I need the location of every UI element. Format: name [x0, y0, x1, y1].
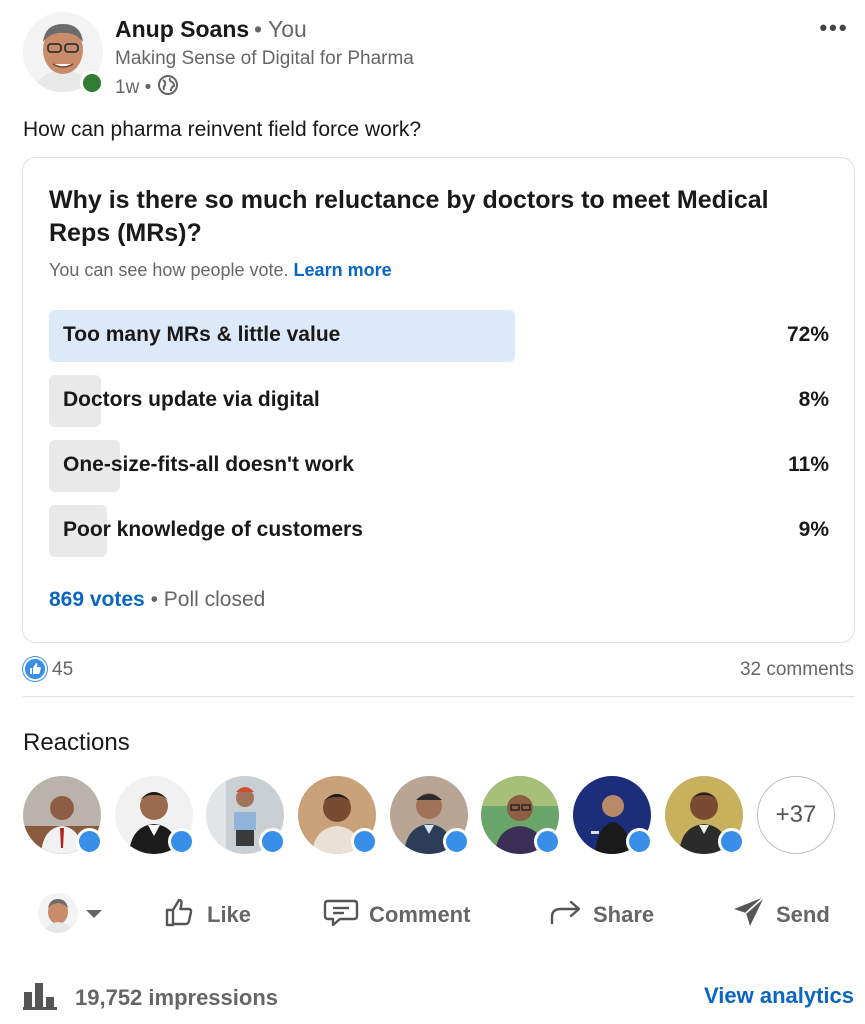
- poll-status: • Poll closed: [150, 588, 266, 611]
- like-reaction-icon: [351, 828, 378, 855]
- reactor-avatar[interactable]: [298, 776, 376, 854]
- poll-option-label: Poor knowledge of customers: [63, 518, 363, 541]
- like-reaction-icon: [534, 828, 561, 855]
- learn-more-link[interactable]: Learn more: [293, 260, 392, 280]
- share-label: Share: [593, 902, 655, 927]
- post-meta: 1w •: [115, 74, 179, 102]
- globe-icon: [157, 74, 179, 102]
- poll-option-percent: 8%: [798, 388, 829, 411]
- poll-option-percent: 9%: [798, 518, 829, 541]
- more-options-button[interactable]: •••: [810, 8, 858, 48]
- poll-option-label: Too many MRs & little value: [63, 323, 341, 346]
- comment-label: Comment: [369, 902, 471, 927]
- author-name[interactable]: Anup Soans: [115, 16, 250, 42]
- online-status-icon: [80, 71, 104, 95]
- poll-option-percent: 11%: [788, 453, 829, 476]
- like-label: Like: [207, 902, 252, 927]
- poll-option-fill: [49, 310, 515, 362]
- more-reactors-button[interactable]: +37: [757, 776, 835, 854]
- actor-avatar[interactable]: [38, 893, 78, 933]
- poll-option-percent: 72%: [786, 323, 829, 346]
- like-button[interactable]: Like: [163, 893, 251, 937]
- poll-option-fill: [49, 375, 101, 427]
- poll-option-label: One-size-fits-all doesn't work: [63, 453, 354, 476]
- impressions-count: 19,752 impressions: [75, 985, 279, 1010]
- author-avatar[interactable]: [23, 12, 103, 92]
- like-reaction-icon: [76, 828, 103, 855]
- poll-option: Doctors update via digital 8%: [49, 375, 829, 427]
- divider: [23, 696, 855, 697]
- thumbs-up-icon: [163, 895, 197, 935]
- send-button[interactable]: Send: [732, 893, 830, 937]
- send-label: Send: [776, 902, 830, 927]
- reactions-count[interactable]: 45: [52, 659, 74, 680]
- comments-count[interactable]: 32 comments: [739, 659, 854, 680]
- paper-plane-icon: [732, 895, 766, 935]
- post-age: 1w •: [115, 77, 152, 98]
- view-analytics-link[interactable]: View analytics: [703, 983, 854, 1008]
- poll-votes-link[interactable]: 869 votes: [49, 588, 145, 611]
- reactor-avatar[interactable]: [23, 776, 101, 854]
- like-reaction-icon: [168, 828, 195, 855]
- like-reaction-icon: [443, 828, 470, 855]
- poll-option: One-size-fits-all doesn't work 11%: [49, 440, 829, 492]
- share-button[interactable]: Share: [549, 893, 654, 937]
- post-text: How can pharma reinvent field force work…: [23, 118, 422, 141]
- poll-option-label: Doctors update via digital: [63, 388, 320, 411]
- more-horizontal-icon: •••: [819, 15, 849, 40]
- comment-button[interactable]: Comment: [323, 893, 470, 937]
- author-relation: • You: [254, 16, 307, 42]
- bar-chart-icon: [23, 980, 57, 1016]
- like-reaction-icon: [259, 828, 286, 855]
- like-reaction-icon: [23, 657, 47, 681]
- reactions-heading: Reactions: [23, 729, 130, 756]
- poll-note-text: You can see how people vote.: [49, 260, 289, 280]
- like-reaction-icon: [718, 828, 745, 855]
- poll-question: Why is there so much reluctance by docto…: [49, 186, 769, 247]
- chevron-down-icon[interactable]: [86, 910, 102, 918]
- comment-icon: [323, 895, 359, 935]
- poll-option: Poor knowledge of customers 9%: [49, 505, 829, 557]
- like-reaction-icon: [626, 828, 653, 855]
- author-headline: Making Sense of Digital for Pharma: [115, 48, 414, 69]
- poll-footer: 869 votes • Poll closed: [49, 588, 265, 612]
- poll-option: Too many MRs & little value 72%: [49, 310, 829, 362]
- poll-card: Why is there so much reluctance by docto…: [22, 157, 855, 643]
- poll-option-fill: [49, 505, 107, 557]
- poll-option-fill: [49, 440, 120, 492]
- share-arrow-icon: [549, 895, 583, 935]
- impressions: 19,752 impressions: [23, 980, 278, 1016]
- poll-visibility-note: You can see how people vote. Learn more: [49, 260, 392, 281]
